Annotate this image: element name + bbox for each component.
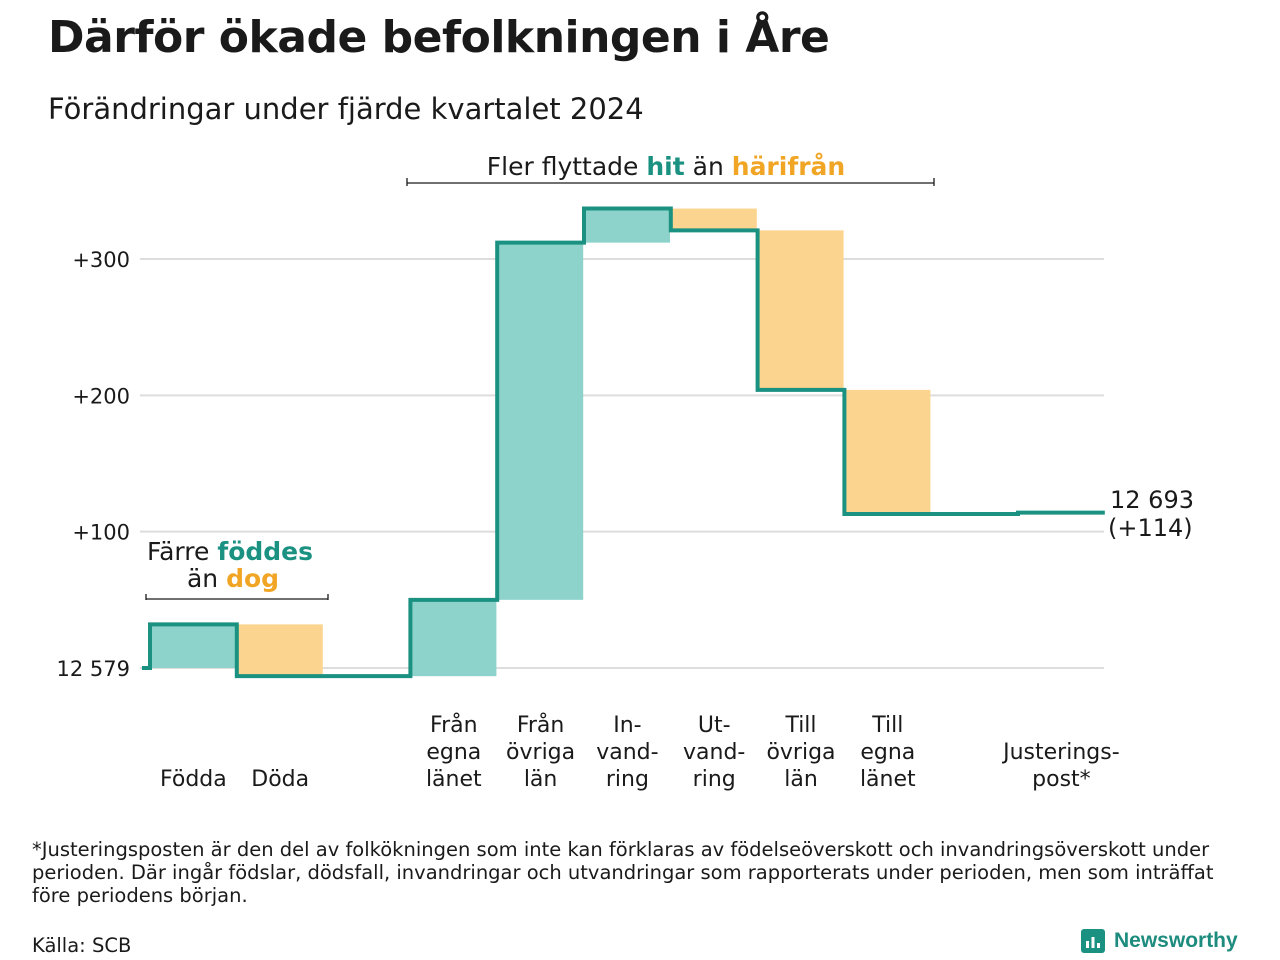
x-category-label: vand- xyxy=(683,740,745,765)
waterfall-bar xyxy=(236,624,323,677)
annotation-bracket xyxy=(406,178,935,186)
running-total-path xyxy=(142,206,1105,679)
x-category-label: post* xyxy=(1032,767,1091,792)
chart-subtitle: Förändringar under fjärde kvartalet 2024 xyxy=(48,92,644,126)
x-category-label: Från xyxy=(430,712,478,738)
newsworthy-logo: Newsworthy xyxy=(1080,928,1238,954)
x-category-label: ring xyxy=(606,767,649,792)
footnote: *Justeringsposten är den del av folkökni… xyxy=(32,838,1214,907)
chart-title: Därför ökade befolkningen i Åre xyxy=(48,12,830,63)
waterfall-bar xyxy=(497,242,584,600)
annotation-bracket xyxy=(145,594,329,600)
logo-text: Newsworthy xyxy=(1114,929,1238,952)
waterfall-bar xyxy=(410,599,497,677)
x-category-label: Födda xyxy=(160,767,227,792)
grid-lines xyxy=(140,258,1104,669)
end-value-text: 12 693 xyxy=(1110,486,1194,514)
x-axis-category-labels: Födda DödaFrånegnalänetFrånövrigalänIn-va… xyxy=(160,712,1120,792)
waterfall-bar xyxy=(757,230,844,390)
x-category-label: län xyxy=(784,767,818,792)
running-total-line xyxy=(142,206,1105,679)
x-category-label: ring xyxy=(693,767,736,792)
source-label: Källa: SCB xyxy=(32,934,132,957)
x-category-label: egna xyxy=(860,740,915,765)
x-category-label: In- xyxy=(613,713,641,738)
annotation-text: än dog xyxy=(187,564,279,593)
x-category-label: vand- xyxy=(596,740,658,765)
x-category-label: Döda xyxy=(251,767,309,792)
x-category-label: länet xyxy=(426,767,482,792)
x-category-label: Till xyxy=(871,713,903,738)
annotation-text: Fler flyttade hit än härifrån xyxy=(487,152,845,181)
waterfall-bar xyxy=(844,389,931,514)
y-tick-label: +200 xyxy=(72,384,130,408)
x-category-label: Justerings- xyxy=(1001,740,1120,765)
waterfall-bar xyxy=(584,208,670,243)
x-category-label: Ut- xyxy=(698,713,731,738)
x-category-label: Till xyxy=(784,713,816,738)
x-category-label: egna xyxy=(426,740,481,765)
waterfall-bar xyxy=(150,624,236,668)
newsworthy-logo-icon xyxy=(1081,929,1105,953)
y-tick-label: +300 xyxy=(72,248,130,272)
x-category-label: län xyxy=(524,767,558,792)
annotation-text: Färre föddes xyxy=(147,537,313,566)
y-axis-tick-labels: 12 579 +100 +200 +300 xyxy=(57,248,130,681)
waterfall-bar xyxy=(670,208,757,231)
waterfall-chart: 12 579+100+200+300 Födda DödaFrånegnaläne… xyxy=(57,152,1194,792)
y-tick-label: +100 xyxy=(72,521,130,545)
x-category-label: länet xyxy=(860,767,916,792)
end-value-label: 12 693(+114) xyxy=(1108,486,1194,542)
x-category-label: Från xyxy=(517,712,565,738)
x-category-label: övriga xyxy=(766,740,835,765)
x-category-label: övriga xyxy=(506,740,575,765)
bars xyxy=(150,208,931,677)
y-tick-label: 12 579 xyxy=(57,657,130,681)
end-change-text: (+114) xyxy=(1108,514,1193,542)
